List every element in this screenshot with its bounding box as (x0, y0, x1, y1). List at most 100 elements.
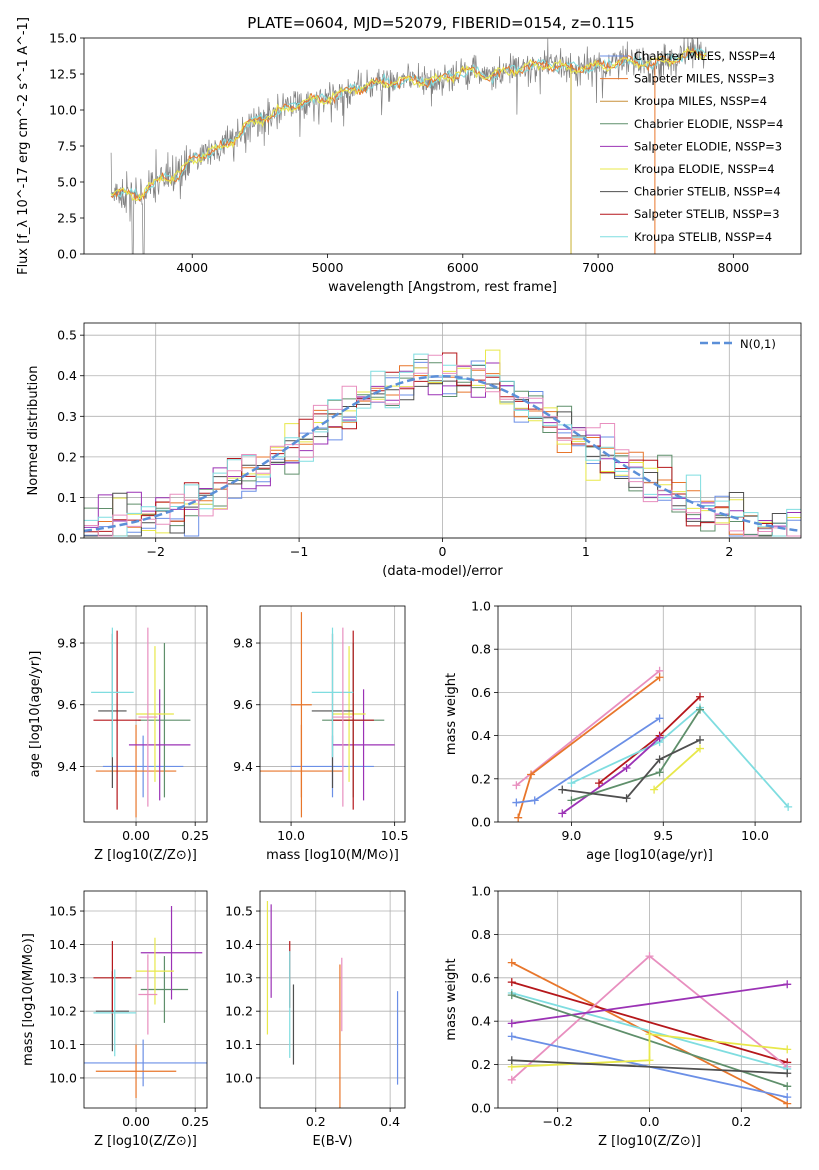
y-tick-label: 1.0 (471, 884, 491, 899)
plus-marker (622, 764, 631, 772)
x-tick-label: 1 (582, 544, 590, 559)
x-tick-label: 0.2 (731, 1114, 751, 1129)
y-tick-label: 0.0 (57, 247, 77, 262)
plus-marker (655, 755, 664, 764)
y-tick-label: 0.3 (57, 409, 77, 424)
y-axis-label: mass weight (444, 958, 459, 1040)
x-tick-label: 9.5 (653, 828, 673, 843)
plus-marker (567, 779, 576, 788)
x-tick-label: 8000 (717, 260, 749, 275)
weight-line-krE (653, 747, 701, 791)
legend-label: Salpeter ELODIE, NSSP=3 (634, 139, 782, 153)
legend-label: N(0,1) (740, 337, 776, 351)
plus-marker (645, 952, 654, 961)
y-tick-label: 10.3 (49, 970, 77, 985)
x-axis-label: E(B-V) (312, 1134, 352, 1149)
plot-area (84, 349, 801, 537)
legend-label: Chabrier MILES, NSSP=4 (634, 49, 776, 63)
x-tick-label: 0.2 (306, 1114, 326, 1129)
plus-marker (512, 781, 521, 790)
y-tick-label: 10.5 (49, 904, 77, 919)
axes-frame (83, 322, 802, 539)
y-tick-label: 10.1 (225, 1037, 253, 1052)
plus-marker (507, 1075, 516, 1084)
axes-frame (83, 37, 802, 255)
x-tick-label: −0.2 (543, 1114, 573, 1129)
weight-line-chS (511, 1059, 788, 1075)
plus-marker (512, 798, 521, 807)
plus-marker (507, 958, 516, 967)
y-axis-label: mass weight (444, 673, 459, 755)
y-tick-label: 10.3 (225, 970, 253, 985)
residual-histogram-miles_c (84, 354, 801, 537)
x-tick-label: −2 (146, 544, 164, 559)
spectrum-title: PLATE=0604, MJD=52079, FIBERID=0154, z=0… (247, 14, 634, 32)
panel-1: −2 −1 0 1 2 0.0 0.1 0.2 0.3 0.4 0.5 (data-model)/er… (26, 322, 802, 579)
x-axis-label: Z [log10(Z/Z⊙)] (94, 1134, 197, 1149)
y-axis-label: age [log10(age/yr)] (28, 651, 43, 778)
plus-marker (514, 813, 523, 822)
plus-marker (507, 991, 516, 1000)
x-axis-label: mass [log10(M/M⊙)] (266, 848, 399, 863)
y-tick-label: 9.6 (233, 697, 253, 712)
x-tick-label: −1 (290, 544, 308, 559)
plus-marker (696, 735, 704, 744)
x-tick-label: 7000 (582, 260, 614, 275)
plus-marker (558, 809, 567, 818)
panel-3: 10.0 10.5 9.4 9.6 9.8 mass [log10(M/M⊙)] (233, 605, 409, 863)
y-tick-label: 0.6 (471, 685, 491, 700)
legend-label: Salpeter STELIB, NSSP=3 (634, 207, 780, 221)
plus-marker (527, 770, 536, 779)
x-tick-label: 4000 (176, 260, 208, 275)
y-tick-label: 9.8 (233, 636, 253, 651)
y-tick-label: 0.8 (471, 642, 491, 657)
plus-marker (783, 1069, 792, 1078)
plot-area (91, 627, 191, 818)
plus-marker (507, 1056, 516, 1065)
x-axis-label: age [log10(age/yr)] (586, 848, 713, 863)
axes-frame (83, 605, 208, 823)
y-tick-label: 10.4 (49, 937, 77, 952)
x-tick-label: 0 (439, 544, 447, 559)
observed-spectrum (110, 38, 707, 254)
plus-marker (696, 744, 704, 753)
model-spectrum-krE (110, 46, 707, 201)
plus-marker (645, 1056, 654, 1065)
panel-0: 4000 5000 6000 7000 8000 0.0 2.5 5.0 7.5 10.0 12.5… (16, 17, 802, 295)
y-tick-label: 10.0 (49, 1070, 77, 1085)
plus-marker (507, 1032, 516, 1041)
y-axis-label: mass [log10(M/M⊙)] (21, 933, 36, 1066)
axes-frame (497, 605, 802, 823)
y-tick-label: 15.0 (49, 31, 77, 46)
y-tick-label: 10.2 (49, 1004, 77, 1019)
x-axis-label: Z [log10(Z/Z⊙)] (94, 848, 197, 863)
x-tick-label: 10.5 (381, 828, 409, 843)
plus-marker (783, 1045, 792, 1054)
x-tick-label: 0.25 (181, 1114, 209, 1129)
panel-5: 0.00 0.25 10.0 10.1 10.2 10.3 10.4 10.5 Z [log10… (21, 890, 209, 1149)
weight-line-saE (511, 983, 788, 1025)
x-tick-label: 0.25 (181, 828, 209, 843)
y-tick-label: 0.2 (57, 449, 77, 464)
y-tick-label: 12.5 (49, 67, 77, 82)
plus-marker (507, 1019, 516, 1028)
plus-marker (645, 1030, 654, 1039)
plot-area (266, 901, 399, 1108)
x-tick-label: 10.0 (277, 828, 305, 843)
y-tick-label: 9.6 (57, 697, 77, 712)
x-tick-label: 0.4 (380, 1114, 400, 1129)
axes-frame (259, 890, 406, 1109)
x-tick-label: 0.00 (122, 1114, 150, 1129)
plus-marker (507, 978, 516, 987)
legend-label: Chabrier ELODIE, NSSP=4 (634, 117, 783, 131)
y-tick-label: 0.6 (471, 970, 491, 985)
plot-area (84, 906, 207, 1098)
y-tick-label: 0.2 (471, 1057, 491, 1072)
panel-4: 9.0 9.5 10.0 0.0 0.2 0.4 0.6 0.8 1.0 age [log10(a… (444, 599, 802, 863)
y-tick-label: 0.1 (57, 490, 77, 505)
y-tick-label: 0.8 (471, 927, 491, 942)
y-tick-label: 10.0 (49, 103, 77, 118)
panel-2: 0.00 0.25 9.4 9.6 9.8 Z [log10(Z/Z⊙)] age [log… (28, 605, 209, 863)
axes-frame (497, 890, 802, 1109)
